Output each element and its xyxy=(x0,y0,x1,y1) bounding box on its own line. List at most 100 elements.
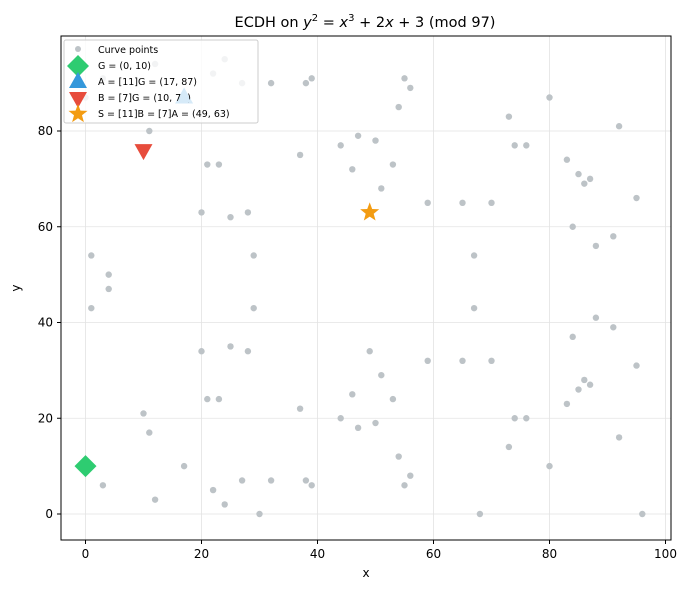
curve-point xyxy=(140,410,147,417)
curve-point xyxy=(227,343,234,350)
x-tick-label: 20 xyxy=(194,547,209,561)
legend-item-s-icon xyxy=(68,104,88,123)
curve-point xyxy=(267,79,275,87)
curve-point xyxy=(639,510,646,518)
curve-point xyxy=(470,304,478,312)
curve-point xyxy=(569,223,576,230)
curve-point xyxy=(575,170,582,178)
legend-item-b-icon xyxy=(69,92,87,108)
curve-point xyxy=(586,175,594,183)
curve-point xyxy=(389,161,397,168)
curve-point xyxy=(366,348,373,355)
legend-box xyxy=(63,39,259,124)
y-tick-label: 60 xyxy=(38,220,53,234)
curve-point xyxy=(244,348,252,355)
curve-point xyxy=(401,482,408,489)
curve-point xyxy=(215,395,223,403)
curve-point xyxy=(302,477,310,484)
curve-point xyxy=(221,501,228,508)
x-tick-label: 0 xyxy=(82,547,90,561)
curve-point xyxy=(389,395,397,403)
curve-point xyxy=(488,357,495,364)
curve-point xyxy=(610,233,617,240)
curve-point xyxy=(378,371,385,379)
x-tick-label: 80 xyxy=(542,547,557,561)
curve-point xyxy=(523,142,530,149)
legend-curve-point-icon xyxy=(75,46,81,52)
public-key-a-behind-legend-icon xyxy=(176,89,192,103)
curve-point xyxy=(424,199,431,207)
curve-point xyxy=(180,462,188,470)
curve-point xyxy=(459,199,466,207)
curve-point xyxy=(395,453,402,460)
curve-point xyxy=(99,482,107,489)
curve-point xyxy=(198,209,205,216)
curve-point xyxy=(511,415,518,422)
curve-point xyxy=(615,123,623,130)
curve-point xyxy=(372,137,379,144)
curve-point xyxy=(581,180,588,187)
y-tick-label: 0 xyxy=(45,507,53,521)
curve-point xyxy=(563,400,571,408)
curve-point xyxy=(146,127,153,135)
curve-point xyxy=(610,324,617,331)
y-axis-label: y xyxy=(9,284,23,291)
curve-point xyxy=(349,166,356,173)
x-tick-label: 60 xyxy=(426,547,441,561)
x-tick-label: 40 xyxy=(310,547,325,561)
curve-point xyxy=(250,304,257,312)
curve-point xyxy=(198,348,205,355)
y-tick-label: 40 xyxy=(38,316,53,330)
legend-item-a: A = [11]G = (17, 87) xyxy=(98,77,197,88)
curve-point xyxy=(88,252,95,259)
curve-point xyxy=(250,252,257,259)
special-points xyxy=(74,87,380,478)
generator-point-g xyxy=(74,455,97,478)
curve-point xyxy=(204,395,211,403)
curve-point xyxy=(633,362,640,369)
curve-point xyxy=(227,213,234,221)
legend-item-b: B = [7]G = (10, 76) xyxy=(98,93,191,104)
curve-point xyxy=(546,462,553,470)
curve-point xyxy=(575,386,582,393)
curve-point xyxy=(546,94,553,101)
curve-point xyxy=(105,271,112,278)
curve-point xyxy=(586,381,594,388)
curve-point xyxy=(569,333,576,341)
curve-point xyxy=(349,391,356,398)
curve-point xyxy=(592,314,600,321)
curve-point xyxy=(204,161,211,168)
legend-item-s: S = [11]B = [7]A = (49, 63) xyxy=(98,109,230,120)
curve-point xyxy=(407,472,414,479)
curve-points xyxy=(82,55,646,518)
curve-point xyxy=(151,496,159,503)
curve-point xyxy=(476,510,484,518)
curve-point xyxy=(238,477,246,484)
curve-point xyxy=(337,415,344,422)
legend-item-a-icon xyxy=(69,72,87,88)
curve-point xyxy=(378,185,385,192)
curve-point xyxy=(267,477,275,484)
x-tick-label: 100 xyxy=(654,547,677,561)
curve-point xyxy=(146,429,153,436)
curve-point xyxy=(337,142,344,149)
legend-item-curve-points: Curve points xyxy=(98,45,158,56)
curve-point xyxy=(209,486,217,494)
curve-point xyxy=(308,75,315,82)
y-tick-label: 20 xyxy=(38,411,53,425)
curve-point xyxy=(302,79,310,87)
curve-point xyxy=(563,156,571,163)
curve-point xyxy=(354,424,362,432)
curve-point xyxy=(581,376,588,384)
curve-point xyxy=(372,419,379,427)
curve-point xyxy=(395,103,402,111)
curve-point xyxy=(505,113,513,120)
chart-title: ECDH on y2 = x3 + 2x + 3 (mod 97) xyxy=(235,13,496,31)
plot-frame xyxy=(60,35,672,541)
curve-point xyxy=(633,194,640,202)
curve-point xyxy=(215,161,223,168)
curve-point xyxy=(296,151,304,159)
public-key-b xyxy=(134,144,153,161)
curve-point xyxy=(354,132,362,139)
curve-point xyxy=(105,285,112,293)
